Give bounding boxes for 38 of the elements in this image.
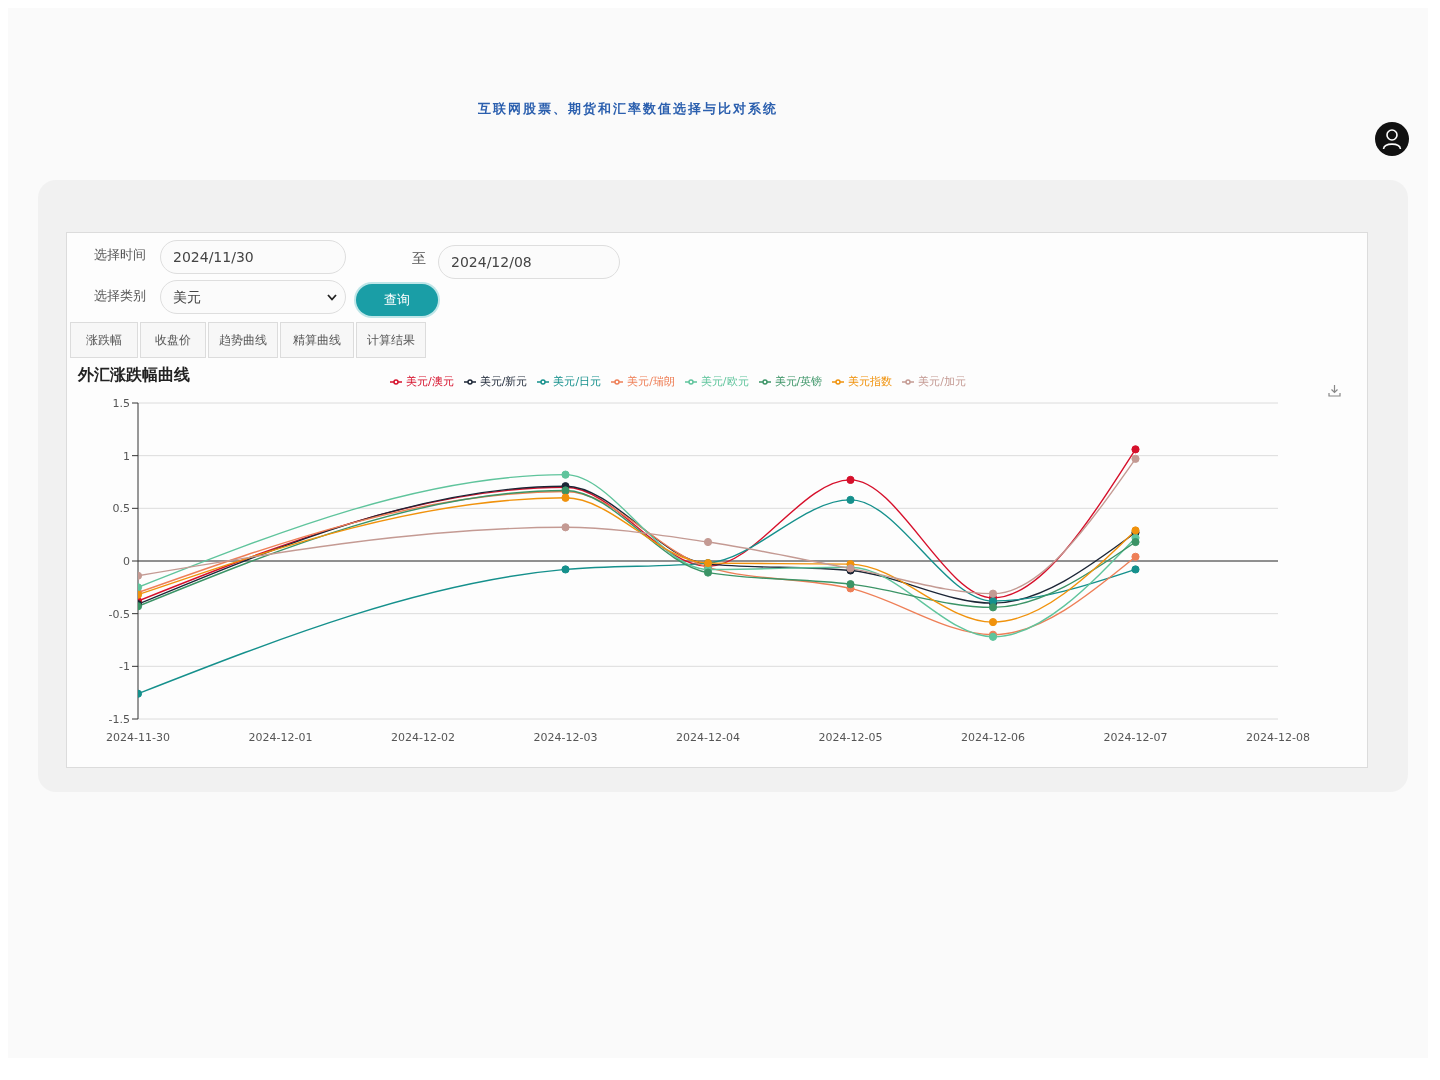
legend-label: 美元/日元 [553, 375, 602, 388]
x-tick-label: 2024-12-08 [1246, 730, 1310, 744]
text: 美元 [160, 280, 346, 314]
legend-label: 美元指数 [848, 375, 893, 388]
x-tick-label: 2024-12-02 [391, 730, 455, 744]
x-tick-label: 2024-11-30 [106, 730, 170, 744]
x-tick-label: 2024-12-07 [1103, 730, 1168, 744]
text: 互联网股票、期货和汇率数值选择与比对系统 [478, 100, 778, 118]
legend-label: 美元/欧元 [700, 375, 749, 388]
text: 精算曲线 [280, 322, 354, 358]
legend-label: 美元/英镑 [774, 375, 823, 388]
legend-label: 美元/加元 [918, 375, 967, 388]
y-tick-label: -1 [119, 660, 130, 674]
text: 至 [412, 250, 426, 268]
x-tick-label: 2024-12-01 [248, 730, 313, 744]
text: 涨跌幅 [70, 322, 138, 358]
y-tick-label: -1.5 [108, 712, 130, 726]
text: 选择类别 [94, 287, 146, 305]
text: 查询 [356, 284, 438, 316]
y-tick-label: 1.5 [112, 396, 130, 410]
x-tick-label: 2024-12-05 [818, 730, 883, 744]
chart-title: 外汇涨跌幅曲线 [78, 365, 190, 386]
y-tick-label: 0.5 [112, 502, 130, 516]
y-tick-label: 1 [123, 449, 130, 463]
y-tick-label: 0 [123, 554, 130, 568]
x-tick-label: 2024-12-03 [533, 730, 598, 744]
text: 2024/11/30 [160, 240, 346, 274]
text: 2024/12/08 [438, 245, 620, 279]
text: 趋势曲线 [208, 322, 278, 358]
legend-label: 美元/瑞朗 [627, 375, 675, 388]
text: 收盘价 [140, 322, 206, 358]
legend-label: 美元/新元 [479, 375, 528, 388]
x-tick-label: 2024-12-06 [961, 730, 1025, 744]
y-tick-label: -0.5 [108, 607, 130, 621]
x-tick-label: 2024-12-04 [676, 730, 740, 744]
text: 计算结果 [356, 322, 426, 358]
text: 选择时间 [94, 246, 146, 264]
legend-label: 美元/澳元 [405, 375, 454, 388]
